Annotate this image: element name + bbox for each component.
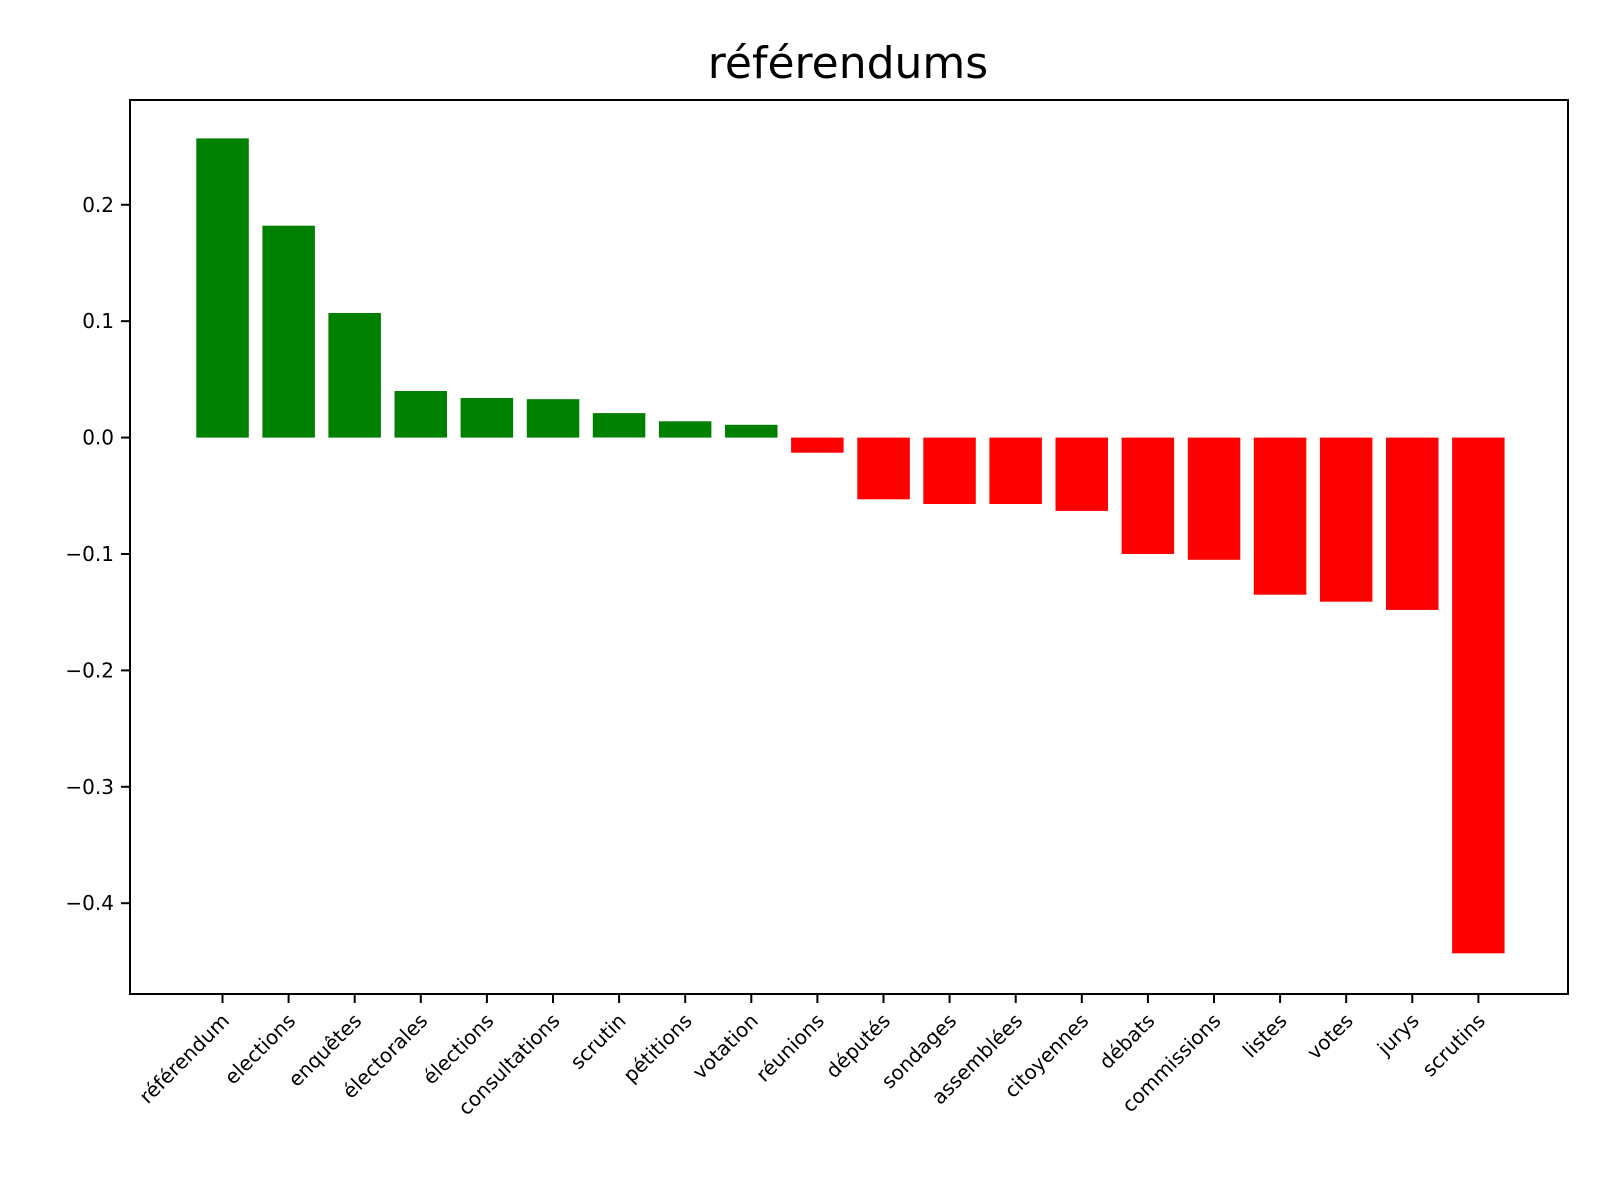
x-axis: référendumelectionsenquêtesélectoralesél…	[134, 994, 1490, 1120]
bar-1	[262, 225, 315, 438]
x-tick-label: scrutins	[1417, 1009, 1490, 1082]
bar-17	[1319, 437, 1373, 602]
bar-13	[1055, 437, 1108, 511]
bar-2	[328, 313, 381, 438]
bar-10	[857, 437, 910, 500]
chart-title: référendums	[708, 38, 988, 89]
x-tick-label: votation	[688, 1009, 763, 1084]
bar-9	[791, 437, 844, 453]
y-axis: 0.2 0.1 0.0 −0.1 −0.2 −0.3 −0.4	[65, 193, 130, 915]
bar-16	[1253, 437, 1307, 595]
bar-11	[923, 437, 976, 504]
bars-group	[196, 138, 1505, 954]
bar-7	[658, 421, 712, 438]
y-tick-label: 0.0	[82, 426, 114, 450]
x-tick-label: réunions	[751, 1009, 829, 1087]
x-tick-label: pétitions	[618, 1009, 697, 1088]
bar-8	[725, 424, 778, 438]
y-tick-label: 0.2	[82, 193, 114, 217]
x-tick-label: listes	[1238, 1009, 1292, 1063]
bar-0	[196, 138, 249, 438]
x-tick-label: référendum	[134, 1009, 234, 1109]
x-tick-label: scrutin	[565, 1009, 630, 1074]
x-tick-label: jurys	[1372, 1009, 1424, 1061]
bar-12	[989, 437, 1042, 504]
bar-5	[526, 399, 580, 438]
y-tick-label: 0.1	[82, 309, 114, 333]
y-tick-label: −0.4	[65, 891, 114, 915]
plot-frame	[129, 99, 1569, 995]
y-tick-label: −0.1	[65, 542, 114, 566]
x-tick-label: débats	[1094, 1009, 1159, 1074]
y-tick-label: −0.3	[65, 775, 114, 799]
bar-4	[460, 398, 514, 438]
bar-19	[1452, 437, 1505, 954]
bar-18	[1386, 437, 1439, 610]
bar-3	[394, 391, 447, 438]
bar-15	[1187, 437, 1241, 560]
bar-14	[1121, 437, 1175, 554]
bar-6	[592, 413, 646, 438]
y-tick-label: −0.2	[65, 658, 114, 682]
x-tick-label: votes	[1302, 1009, 1358, 1065]
